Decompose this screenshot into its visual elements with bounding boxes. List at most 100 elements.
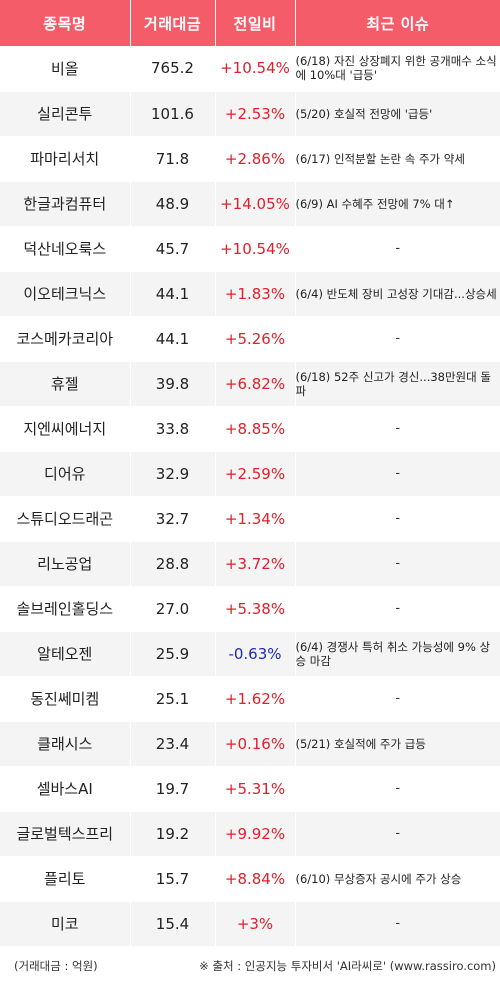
trade-amount: 28.8 — [130, 541, 216, 587]
trade-amount: 71.8 — [130, 136, 216, 182]
trade-amount: 48.9 — [130, 181, 216, 227]
stock-name: 클래시스 — [0, 721, 131, 767]
table-row: 플리토 15.7 +8.84% (6/10) 무상증자 공시에 주가 상승 — [0, 856, 500, 902]
unit-note: (거래대금 : 억원) — [14, 959, 98, 973]
recent-issue: - — [295, 766, 500, 812]
stock-name: 스튜디오드래곤 — [0, 496, 131, 542]
price-change: +3% — [215, 901, 296, 947]
stock-name: 이오테크닉스 — [0, 271, 131, 317]
price-change: +2.53% — [215, 91, 296, 137]
recent-issue: (6/17) 인적분할 논란 속 주가 약세 — [295, 136, 500, 182]
footer: (거래대금 : 억원) ※ 출처 : 인공지능 투자비서 'AI라씨로' (ww… — [0, 952, 500, 980]
stock-name: 솔브레인홀딩스 — [0, 586, 131, 632]
price-change: +9.92% — [215, 811, 296, 857]
price-change: +2.59% — [215, 451, 296, 497]
trade-amount: 765.2 — [130, 46, 216, 92]
table-row: 동진쎄미켐 25.1 +1.62% - — [0, 676, 500, 722]
price-change: +5.31% — [215, 766, 296, 812]
trade-amount: 25.9 — [130, 631, 216, 677]
header-name: 종목명 — [0, 0, 131, 46]
price-change: +10.54% — [215, 46, 296, 92]
recent-issue: (6/4) 경쟁사 특허 취소 가능성에 9% 상승 마감 — [295, 631, 500, 677]
stock-name: 셀바스AI — [0, 766, 131, 812]
table-row: 이오테크닉스 44.1 +1.83% (6/4) 반도체 장비 고성장 기대감...상… — [0, 271, 500, 317]
price-change: -0.63% — [215, 631, 296, 677]
trade-amount: 19.7 — [130, 766, 216, 812]
table-row: 비올 765.2 +10.54% (6/18) 자진 상장폐지 위한 공개매수 소식에… — [0, 46, 500, 92]
header-amount: 거래대금 — [130, 0, 216, 46]
stock-name: 덕산네오룩스 — [0, 226, 131, 272]
table-row: 덕산네오룩스 45.7 +10.54% - — [0, 226, 500, 272]
recent-issue: (6/10) 무상증자 공시에 주가 상승 — [295, 856, 500, 902]
price-change: +14.05% — [215, 181, 296, 227]
table-row: 스튜디오드래곤 32.7 +1.34% - — [0, 496, 500, 542]
stock-name: 플리토 — [0, 856, 131, 902]
header-change: 전일비 — [215, 0, 296, 46]
table-row: 미코 15.4 +3% - — [0, 901, 500, 947]
table-row: 글로벌텍스프리 19.2 +9.92% - — [0, 811, 500, 857]
stock-name: 휴젤 — [0, 361, 131, 407]
recent-issue: (6/18) 자진 상장폐지 위한 공개매수 소식에 10%대 '급등' — [295, 46, 500, 92]
price-change: +6.82% — [215, 361, 296, 407]
price-change: +5.26% — [215, 316, 296, 362]
stock-name: 지엔씨에너지 — [0, 406, 131, 452]
stock-name: 글로벌텍스프리 — [0, 811, 131, 857]
price-change: +1.83% — [215, 271, 296, 317]
stock-name: 코스메카코리아 — [0, 316, 131, 362]
trade-amount: 32.9 — [130, 451, 216, 497]
recent-issue: (6/9) AI 수혜주 전망에 7% 대↑ — [295, 181, 500, 227]
header-issue: 최근 이슈 — [366, 14, 430, 33]
recent-issue: - — [295, 811, 500, 857]
price-change: +1.62% — [215, 676, 296, 722]
trade-amount: 25.1 — [130, 676, 216, 722]
table-row: 셀바스AI 19.7 +5.31% - — [0, 766, 500, 812]
recent-issue: - — [295, 586, 500, 632]
stock-name: 리노공업 — [0, 541, 131, 587]
trade-amount: 33.8 — [130, 406, 216, 452]
header-row: 종목명 거래대금 전일비 최근 이슈 — [0, 0, 500, 46]
table-row: 한글과컴퓨터 48.9 +14.05% (6/9) AI 수혜주 전망에 7% 대↑ — [0, 181, 500, 227]
trade-amount: 23.4 — [130, 721, 216, 767]
recent-issue: (5/20) 호실적 전망에 '급등' — [295, 91, 500, 137]
stock-name: 디어유 — [0, 451, 131, 497]
stock-name: 한글과컴퓨터 — [0, 181, 131, 227]
recent-issue: (6/18) 52주 신고가 경신...38만원대 돌파 — [295, 361, 500, 407]
table-row: 지엔씨에너지 33.8 +8.85% - — [0, 406, 500, 452]
stock-name: 비올 — [0, 46, 131, 92]
table-row: 파마리서치 71.8 +2.86% (6/17) 인적분할 논란 속 주가 약세 — [0, 136, 500, 182]
trade-amount: 32.7 — [130, 496, 216, 542]
price-change: +5.38% — [215, 586, 296, 632]
trade-amount: 19.2 — [130, 811, 216, 857]
stock-name: 파마리서치 — [0, 136, 131, 182]
recent-issue: - — [295, 406, 500, 452]
table-row: 디어유 32.9 +2.59% - — [0, 451, 500, 497]
price-change: +8.85% — [215, 406, 296, 452]
price-change: +1.34% — [215, 496, 296, 542]
stock-ranking-table: 종목명 거래대금 전일비 최근 이슈 비올 765.2 +10.54% (6/18) … — [0, 0, 500, 947]
stock-name: 실리콘투 — [0, 91, 131, 137]
trade-amount: 15.7 — [130, 856, 216, 902]
trade-amount: 101.6 — [130, 91, 216, 137]
price-change: +3.72% — [215, 541, 296, 587]
table-row: 실리콘투 101.6 +2.53% (5/20) 호실적 전망에 '급등' — [0, 91, 500, 137]
table-row: 코스메카코리아 44.1 +5.26% - — [0, 316, 500, 362]
recent-issue: (5/21) 호실적에 주가 급등 — [295, 721, 500, 767]
table-row: 휴젤 39.8 +6.82% (6/18) 52주 신고가 경신...38만원대 돌파 — [0, 361, 500, 407]
price-change: +8.84% — [215, 856, 296, 902]
price-change: +10.54% — [215, 226, 296, 272]
table-row: 알테오젠 25.9 -0.63% (6/4) 경쟁사 특허 취소 가능성에 9% 상승… — [0, 631, 500, 677]
trade-amount: 44.1 — [130, 271, 216, 317]
recent-issue: - — [295, 451, 500, 497]
price-change: +2.86% — [215, 136, 296, 182]
recent-issue: - — [295, 676, 500, 722]
table-row: 솔브레인홀딩스 27.0 +5.38% - — [0, 586, 500, 632]
trade-amount: 15.4 — [130, 901, 216, 947]
trade-amount: 45.7 — [130, 226, 216, 272]
recent-issue: - — [295, 541, 500, 587]
stock-name: 동진쎄미켐 — [0, 676, 131, 722]
stock-name: 알테오젠 — [0, 631, 131, 677]
table-body: 비올 765.2 +10.54% (6/18) 자진 상장폐지 위한 공개매수 소식에… — [0, 46, 500, 947]
trade-amount: 27.0 — [130, 586, 216, 632]
recent-issue: - — [295, 901, 500, 947]
